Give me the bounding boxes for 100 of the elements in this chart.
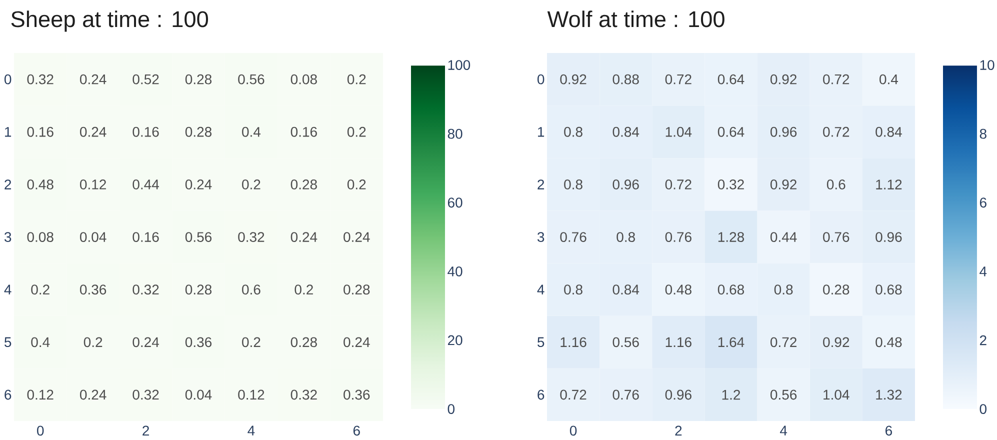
y-tick-label: 2: [4, 180, 12, 190]
data-label: 0.52: [132, 74, 159, 84]
data-label: 0.6: [826, 179, 846, 190]
data-label: 0.8: [564, 284, 582, 295]
data-label: 0.76: [665, 232, 692, 242]
data-label: 0.6: [242, 284, 260, 295]
data-label: 0.24: [80, 74, 106, 84]
x-tick-label: 2: [675, 426, 682, 436]
data-label: 0.2: [294, 284, 313, 295]
data-label: 0.04: [80, 232, 106, 242]
data-label: 0.56: [185, 232, 212, 242]
data-label: 0.24: [185, 179, 212, 190]
data-label: 1.16: [666, 337, 692, 348]
data-label: 0.68: [876, 284, 902, 295]
y-tick-label: 1: [538, 127, 544, 137]
data-label: 0.24: [132, 337, 159, 348]
x-tick-label: 6: [886, 426, 892, 436]
data-label: 0.08: [290, 74, 317, 84]
data-label: 0.32: [718, 179, 744, 190]
data-label: 0.44: [132, 179, 159, 190]
color-bar-label: 60: [448, 198, 462, 208]
y-tick-label: 4: [4, 284, 12, 294]
data-label: 0.96: [876, 232, 902, 242]
data-label: 0.2: [84, 337, 102, 348]
data-label: 0.76: [560, 232, 586, 242]
data-label: 0.96: [665, 390, 692, 400]
data-label: 0.72: [823, 126, 850, 137]
data-label: 0.96: [770, 126, 797, 137]
data-label: 0.08: [27, 232, 54, 242]
data-label: 0.32: [290, 390, 317, 400]
y-tick-label: 1: [5, 127, 12, 137]
color-bar-label: 4: [980, 266, 987, 276]
data-label: 0.28: [344, 284, 370, 295]
chart-title: Sheep at time : 100: [11, 10, 208, 32]
data-label: 0.96: [612, 179, 639, 190]
color-bar-label: 2: [980, 335, 986, 346]
y-tick-label: 5: [538, 337, 544, 348]
data-label: 0.92: [770, 74, 796, 84]
data-label: 0.36: [80, 284, 106, 295]
data-label: 0.2: [242, 179, 260, 190]
data-label: 0.28: [290, 337, 317, 348]
data-label: 0.32: [132, 284, 159, 295]
data-label: 0.64: [718, 126, 744, 137]
y-tick-label: 0: [537, 74, 544, 84]
y-tick-label: 3: [537, 232, 544, 242]
data-label: 0.16: [27, 126, 54, 137]
y-tick-label: 6: [538, 390, 544, 400]
color-bar-label: 6: [980, 198, 986, 208]
x-tick-label: 4: [780, 426, 788, 436]
data-label: 0.92: [560, 74, 586, 84]
data-label: 0.12: [238, 390, 264, 400]
data-label: 0.44: [770, 232, 797, 242]
color-bar-label: 10: [980, 60, 994, 70]
data-label: 0.8: [564, 126, 582, 137]
data-label: 1.28: [718, 232, 744, 242]
data-label: 0.24: [344, 337, 370, 348]
data-label: 0.28: [185, 74, 212, 84]
color-bar-label: 0: [980, 404, 986, 414]
y-tick-label: 2: [538, 180, 544, 190]
data-label: 0.64: [718, 74, 744, 84]
data-label: 0.2: [347, 179, 366, 190]
data-label: 0.72: [823, 74, 850, 84]
color-bar-label: 8: [980, 128, 986, 139]
data-label: 0.84: [612, 284, 640, 295]
x-tick-label: 6: [353, 426, 360, 436]
data-label: 0.32: [132, 390, 159, 400]
data-label: 0.48: [27, 179, 54, 190]
data-label: 1.12: [876, 180, 902, 190]
data-label: 1.04: [824, 390, 850, 400]
y-tick-label: 6: [4, 390, 12, 400]
data-label: 0.4: [31, 337, 50, 348]
color-bar-label: 0: [448, 404, 455, 414]
data-label: 0.2: [347, 74, 366, 84]
data-label: 0.48: [876, 337, 902, 348]
x-tick-label: 4: [248, 426, 255, 436]
data-label: 1.2: [722, 390, 740, 400]
data-label: 0.24: [80, 126, 106, 137]
data-label: 0.72: [665, 179, 692, 190]
data-label: 0.88: [612, 74, 639, 84]
data-label: 0.24: [290, 232, 318, 242]
data-label: 0.72: [770, 337, 796, 348]
y-tick-label: 0: [4, 74, 12, 84]
data-label: 0.72: [665, 74, 692, 84]
data-label: 1.64: [718, 337, 744, 348]
data-label: 1.32: [876, 390, 902, 400]
data-label: 0.36: [185, 337, 212, 348]
color-bar-label: 100: [448, 60, 470, 70]
data-label: 0.56: [612, 337, 639, 348]
data-label: 0.8: [616, 232, 635, 242]
data-label: 0.28: [185, 126, 212, 137]
data-label: 0.16: [132, 126, 159, 137]
data-label: 0.04: [185, 390, 212, 400]
data-label: 0.76: [612, 390, 639, 400]
chart-title: Wolf at time : 100: [547, 10, 724, 28]
data-label: 0.72: [560, 390, 586, 400]
data-label: 0.2: [242, 337, 260, 348]
data-label: 0.76: [823, 232, 850, 242]
data-label: 0.28: [185, 284, 212, 295]
data-label: 0.32: [238, 232, 264, 242]
data-label: 0.92: [770, 179, 796, 190]
